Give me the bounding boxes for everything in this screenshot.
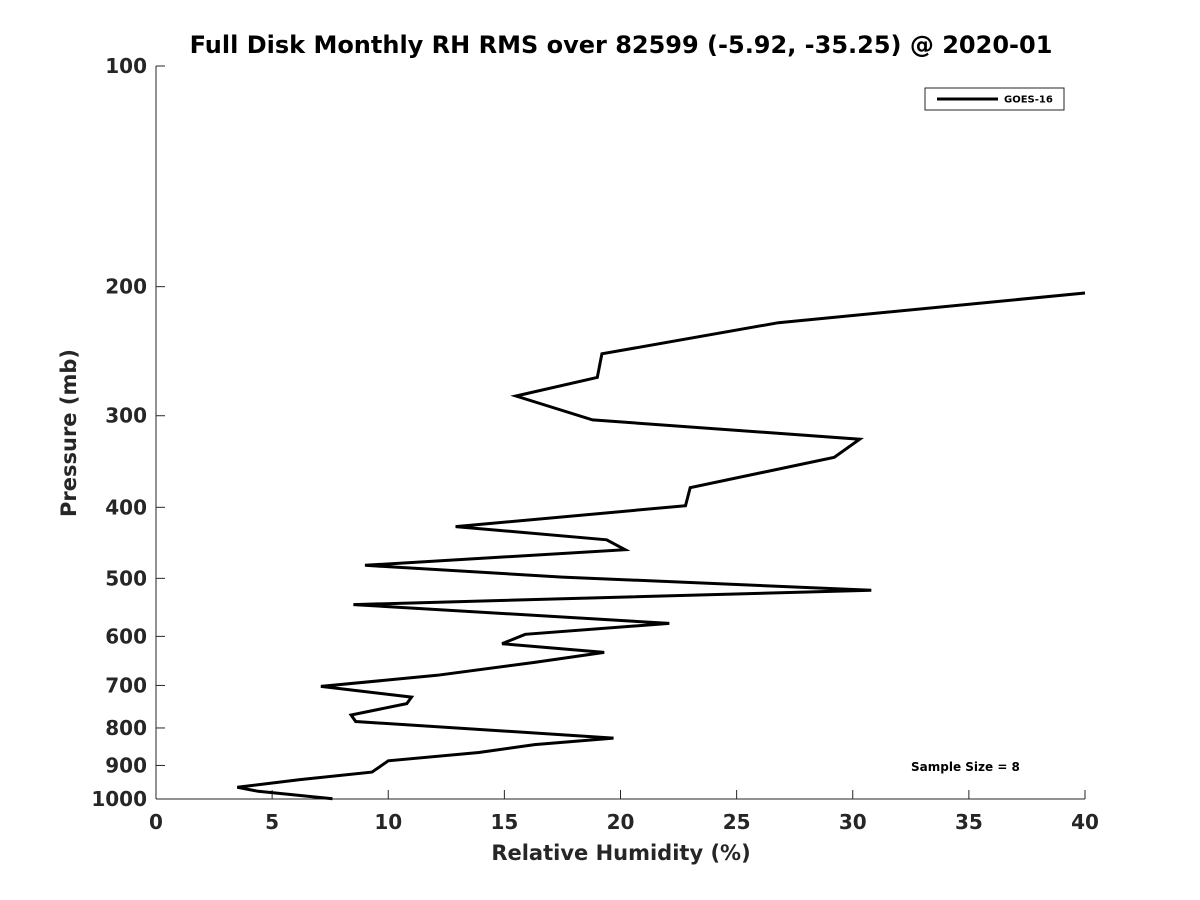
- x-axis-label: Relative Humidity (%): [491, 841, 750, 865]
- y-tick-label: 1000: [91, 787, 147, 811]
- y-tick-label: 900: [105, 753, 147, 777]
- x-tick-label: 15: [490, 810, 518, 834]
- y-tick-label: 500: [105, 566, 147, 590]
- chart-title: Full Disk Monthly RH RMS over 82599 (-5.…: [190, 31, 1053, 59]
- x-tick-label: 25: [723, 810, 751, 834]
- legend-label-goes16: GOES-16: [1004, 95, 1053, 106]
- x-tick-label: 40: [1071, 810, 1099, 834]
- y-tick-label: 400: [105, 495, 147, 519]
- x-tick-label: 30: [839, 810, 867, 834]
- x-tick-label: 5: [265, 810, 279, 834]
- y-tick-label: 200: [105, 275, 147, 299]
- y-tick-label: 700: [105, 673, 147, 697]
- y-tick-label: 800: [105, 716, 147, 740]
- x-tick-label: 20: [607, 810, 635, 834]
- y-axis-ticks: 100 200 300 400 500 600 700 800 900 1000: [91, 54, 165, 811]
- x-tick-label: 35: [955, 810, 983, 834]
- x-tick-label: 10: [374, 810, 402, 834]
- x-axis-ticks: 0 5 10 15 20 25 30 35 40: [149, 790, 1099, 834]
- y-tick-label: 300: [105, 404, 147, 428]
- legend: GOES-16: [924, 87, 1065, 111]
- y-tick-label: 600: [105, 624, 147, 648]
- series-layer: [237, 291, 1086, 801]
- y-tick-label: 100: [105, 54, 147, 78]
- x-tick-label: 0: [149, 810, 163, 834]
- sample-size-note: Sample Size = 8: [911, 760, 1020, 774]
- series-line-goes16: [237, 291, 1086, 801]
- y-axis-label: Pressure (mb): [57, 349, 81, 517]
